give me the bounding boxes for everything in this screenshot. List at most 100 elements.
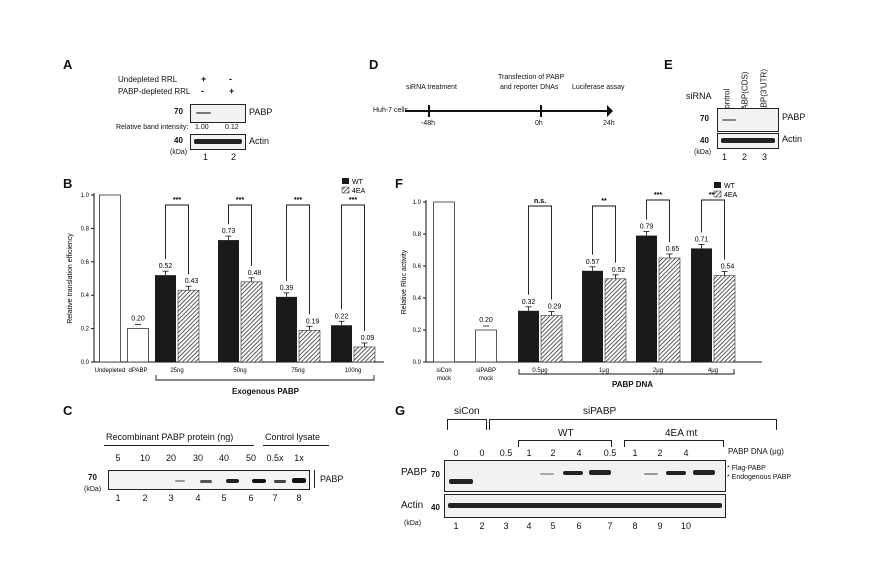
chart-f: 0.0 0.2 0.4 0.6 0.8 1.0 Relative Rluc activity… bbox=[401, 182, 762, 382]
c-amount-2: 10 bbox=[139, 453, 151, 463]
b-label-4ea-4: 0.19 bbox=[306, 318, 320, 325]
b-ytick-label-1: 0.2 bbox=[81, 327, 90, 333]
g-lane-4: 4 bbox=[526, 521, 532, 531]
d-step-reporter: and reporter DNAs bbox=[500, 84, 559, 91]
band-g-actin bbox=[448, 503, 722, 508]
chart-b-significance: *** *** *** *** bbox=[165, 197, 365, 331]
b-ytick-label-4: 0.8 bbox=[81, 226, 90, 232]
b-sig-text-3: *** bbox=[236, 197, 244, 204]
band-a-actin bbox=[194, 139, 242, 144]
panel-g-label: G bbox=[395, 403, 406, 418]
mw-e-40: 40 bbox=[700, 136, 709, 145]
b-bar-wt-5 bbox=[331, 325, 352, 362]
d-time-3: 24h bbox=[603, 120, 615, 127]
c-lane-3: 3 bbox=[168, 493, 174, 503]
f-bar-4ea-4 bbox=[658, 257, 681, 363]
c-amount-4: 30 bbox=[192, 453, 204, 463]
b-label-wt-3: 0.73 bbox=[222, 228, 236, 235]
c-amount-5: 40 bbox=[218, 453, 230, 463]
g-amount-3: 0.5 bbox=[499, 448, 513, 458]
g-amount-8: 1 bbox=[632, 448, 638, 458]
f-xtick-0-0: siCon bbox=[436, 368, 451, 374]
panel-b-label: B bbox=[63, 176, 73, 191]
f-legend-4ea-swatch bbox=[713, 190, 722, 198]
f-label-wt-3: 0.57 bbox=[586, 259, 600, 266]
g-lane-8: 8 bbox=[632, 521, 638, 531]
g-sicon: siCon bbox=[454, 406, 480, 417]
g-sicon-bracket bbox=[447, 419, 487, 430]
band-c-6 bbox=[252, 479, 266, 483]
b-label-4ea-3: 0.48 bbox=[248, 270, 262, 277]
b-bar-wt-4 bbox=[276, 296, 297, 362]
b-ytick-label-0: 0.0 bbox=[81, 360, 90, 366]
e-sirna: siRNA bbox=[686, 91, 712, 101]
panel-f-label: F bbox=[395, 176, 403, 191]
f-bar-control-1 bbox=[475, 329, 497, 363]
panel-e-label: E bbox=[664, 57, 673, 72]
mark-a-2-2: + bbox=[229, 86, 235, 96]
f-sig-text-3: ** bbox=[601, 198, 607, 205]
f-legend-wt-label: WT bbox=[724, 183, 736, 190]
band-g-9 bbox=[666, 471, 686, 475]
band-g-6 bbox=[589, 470, 611, 475]
f-sig-bracket-2 bbox=[528, 205, 552, 300]
f-bar-4ea-3 bbox=[604, 278, 627, 363]
f-label-control-1: 0.20 bbox=[479, 317, 493, 324]
f-ytick-label-0: 0.0 bbox=[413, 360, 422, 366]
d-time-2: 0h bbox=[535, 120, 543, 127]
c-underline-control bbox=[263, 445, 329, 446]
c-bracket bbox=[314, 470, 315, 488]
f-label-wt-5: 0.71 bbox=[695, 236, 709, 243]
f-bar-control-0 bbox=[433, 201, 455, 363]
b-bar-4ea-4 bbox=[298, 329, 321, 363]
b-bar-control-0 bbox=[99, 194, 121, 363]
e-conditions: Control PABP(CDS) PABP(3'UTR) bbox=[721, 54, 775, 118]
c-header-control: Control lysate bbox=[265, 432, 321, 442]
g-flag-label: * Flag-PABP bbox=[727, 465, 766, 472]
band-e-1 bbox=[722, 119, 736, 121]
chart-b-bars bbox=[99, 194, 376, 363]
kda-g: (kDa) bbox=[404, 520, 422, 527]
chart-f-significance: n.s. ***** *** bbox=[528, 192, 725, 300]
d-timeline bbox=[405, 105, 613, 117]
blot-a-pabp bbox=[190, 104, 246, 123]
mark-a-2-1: - bbox=[201, 86, 204, 96]
f-ytick-label-3: 0.6 bbox=[413, 264, 422, 270]
f-sig-bracket-5 bbox=[701, 199, 725, 260]
g-lane-3: 3 bbox=[503, 521, 509, 531]
g-endo-label: * Endogenous PABP bbox=[727, 474, 792, 481]
b-group-bracket bbox=[155, 375, 375, 381]
b-xtick-5: 100ng bbox=[345, 368, 362, 374]
b-label-wt-5: 0.22 bbox=[335, 313, 349, 320]
b-xtick-2: 25ng bbox=[170, 368, 183, 374]
b-legend-4ea-swatch bbox=[341, 186, 350, 194]
mw-c-70: 70 bbox=[88, 473, 97, 482]
band-g-5 bbox=[563, 471, 583, 475]
g-wt: WT bbox=[558, 428, 574, 439]
b-bar-control-1 bbox=[127, 328, 149, 363]
c-lane-6: 6 bbox=[248, 493, 254, 503]
f-bar-wt-2 bbox=[518, 310, 539, 362]
d-time-1: -48h bbox=[421, 120, 436, 127]
row-undepleted-rrl: Undepleted RRL bbox=[118, 75, 178, 84]
mark-a-1-1: + bbox=[201, 74, 207, 84]
f-sig-bracket-3 bbox=[592, 205, 616, 263]
f-ytick-label-5: 1.0 bbox=[413, 200, 422, 206]
g-wt-bracket bbox=[518, 440, 612, 447]
band-c-8 bbox=[292, 478, 306, 483]
f-label-4ea-2: 0.29 bbox=[548, 304, 562, 311]
b-bar-wt-3 bbox=[218, 240, 239, 362]
f-xtick-1-0: siPABP bbox=[476, 368, 496, 374]
f-label-4ea-4: 0.65 bbox=[666, 246, 680, 253]
f-xtick-5: 4μg bbox=[708, 368, 718, 374]
protein-g-pabp: PABP bbox=[401, 467, 427, 478]
b-ytick-label-3: 0.6 bbox=[81, 260, 90, 266]
chart-f-labels: 0.20 0.32 0.29 0.57 0.52 0.79 0.65 0.71 0.54 bbox=[479, 224, 734, 324]
lane-e-2: 2 bbox=[742, 152, 748, 162]
band-c-3 bbox=[175, 480, 185, 482]
band-g-1-endo bbox=[449, 479, 473, 484]
g-lane-1: 1 bbox=[453, 521, 459, 531]
mw-g-40: 40 bbox=[431, 503, 440, 512]
g-amount-4: 1 bbox=[526, 448, 532, 458]
b-bar-4ea-5 bbox=[353, 346, 376, 363]
